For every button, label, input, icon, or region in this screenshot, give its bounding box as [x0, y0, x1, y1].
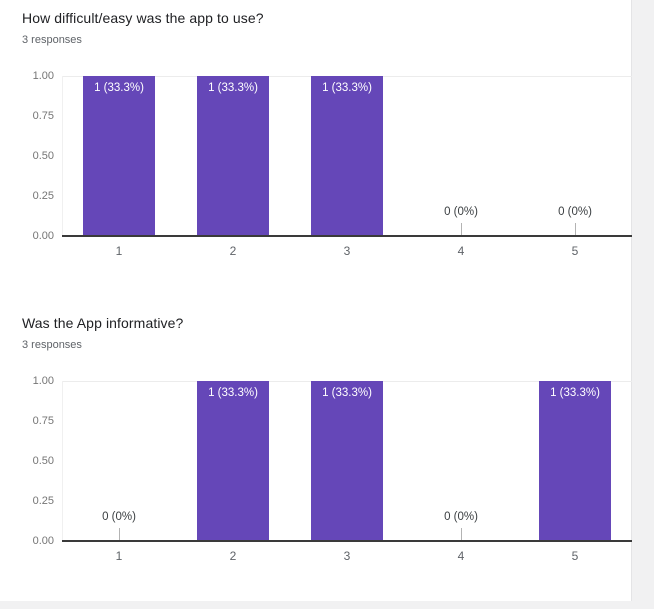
y-axis-tick-label: 0.50: [32, 150, 54, 162]
plot-left-edge: [62, 381, 63, 541]
response-count: 3 responses: [22, 339, 82, 351]
form-responses-card: How difficult/easy was the app to use? 3…: [0, 0, 632, 601]
y-axis-tick-label: 0.25: [32, 190, 54, 202]
bar-value-label: 1 (33.3%): [322, 387, 372, 399]
y-axis-tick-label: 1.00: [32, 375, 54, 387]
bar: [311, 381, 383, 541]
x-axis-category-label: 5: [571, 244, 579, 258]
plot-left-edge: [62, 76, 63, 236]
bar: [83, 76, 155, 236]
x-axis-category-label: 5: [571, 549, 579, 563]
x-axis-category-label: 3: [343, 244, 351, 258]
zero-value-label: 0 (0%): [558, 206, 592, 218]
x-axis-line: [62, 540, 632, 542]
bar-value-label: 1 (33.3%): [208, 387, 258, 399]
bar-chart: 0.00 0.25 0.50 0.75 1.00 0 (0%) 1 (33.3%) 1 (33…: [0, 305, 632, 585]
zero-value-label: 0 (0%): [444, 511, 478, 523]
bar-value-label: 1 (33.3%): [208, 82, 258, 94]
zero-value-label: 0 (0%): [102, 511, 136, 523]
zero-tick-mark: [575, 223, 576, 235]
bar-chart: 0.00 0.25 0.50 0.75 1.00 1 (33.3%) 1 (33.3%) 1 …: [0, 0, 632, 280]
x-axis-category-label: 4: [457, 549, 465, 563]
y-axis-tick-label: 0.75: [32, 110, 54, 122]
x-axis-category-label: 3: [343, 549, 351, 563]
chart-title: Was the App informative?: [22, 315, 184, 331]
response-count: 3 responses: [22, 34, 82, 46]
y-axis-tick-label: 0.00: [32, 535, 54, 547]
chart-section-app-informative: Was the App informative? 3 responses 0.0…: [0, 305, 632, 585]
x-axis-line: [62, 235, 632, 237]
x-axis-category-label: 2: [229, 244, 237, 258]
bar-value-label: 1 (33.3%): [94, 82, 144, 94]
y-axis-tick-label: 1.00: [32, 70, 54, 82]
zero-tick-mark: [461, 223, 462, 235]
zero-tick-mark: [119, 528, 120, 540]
bar: [539, 381, 611, 541]
y-axis-tick-label: 0.75: [32, 415, 54, 427]
chart-section-app-difficulty: How difficult/easy was the app to use? 3…: [0, 0, 632, 280]
x-axis-category-label: 1: [115, 549, 123, 563]
bar: [197, 381, 269, 541]
bar-value-label: 1 (33.3%): [550, 387, 600, 399]
bar-value-label: 1 (33.3%): [322, 82, 372, 94]
zero-value-label: 0 (0%): [444, 206, 478, 218]
y-axis-tick-label: 0.00: [32, 230, 54, 242]
y-axis-tick-label: 0.25: [32, 495, 54, 507]
x-axis-category-label: 4: [457, 244, 465, 258]
y-axis-tick-label: 0.50: [32, 455, 54, 467]
bar: [311, 76, 383, 236]
zero-tick-mark: [461, 528, 462, 540]
bar: [197, 76, 269, 236]
x-axis-category-label: 1: [115, 244, 123, 258]
x-axis-category-label: 2: [229, 549, 237, 563]
chart-title: How difficult/easy was the app to use?: [22, 10, 264, 26]
